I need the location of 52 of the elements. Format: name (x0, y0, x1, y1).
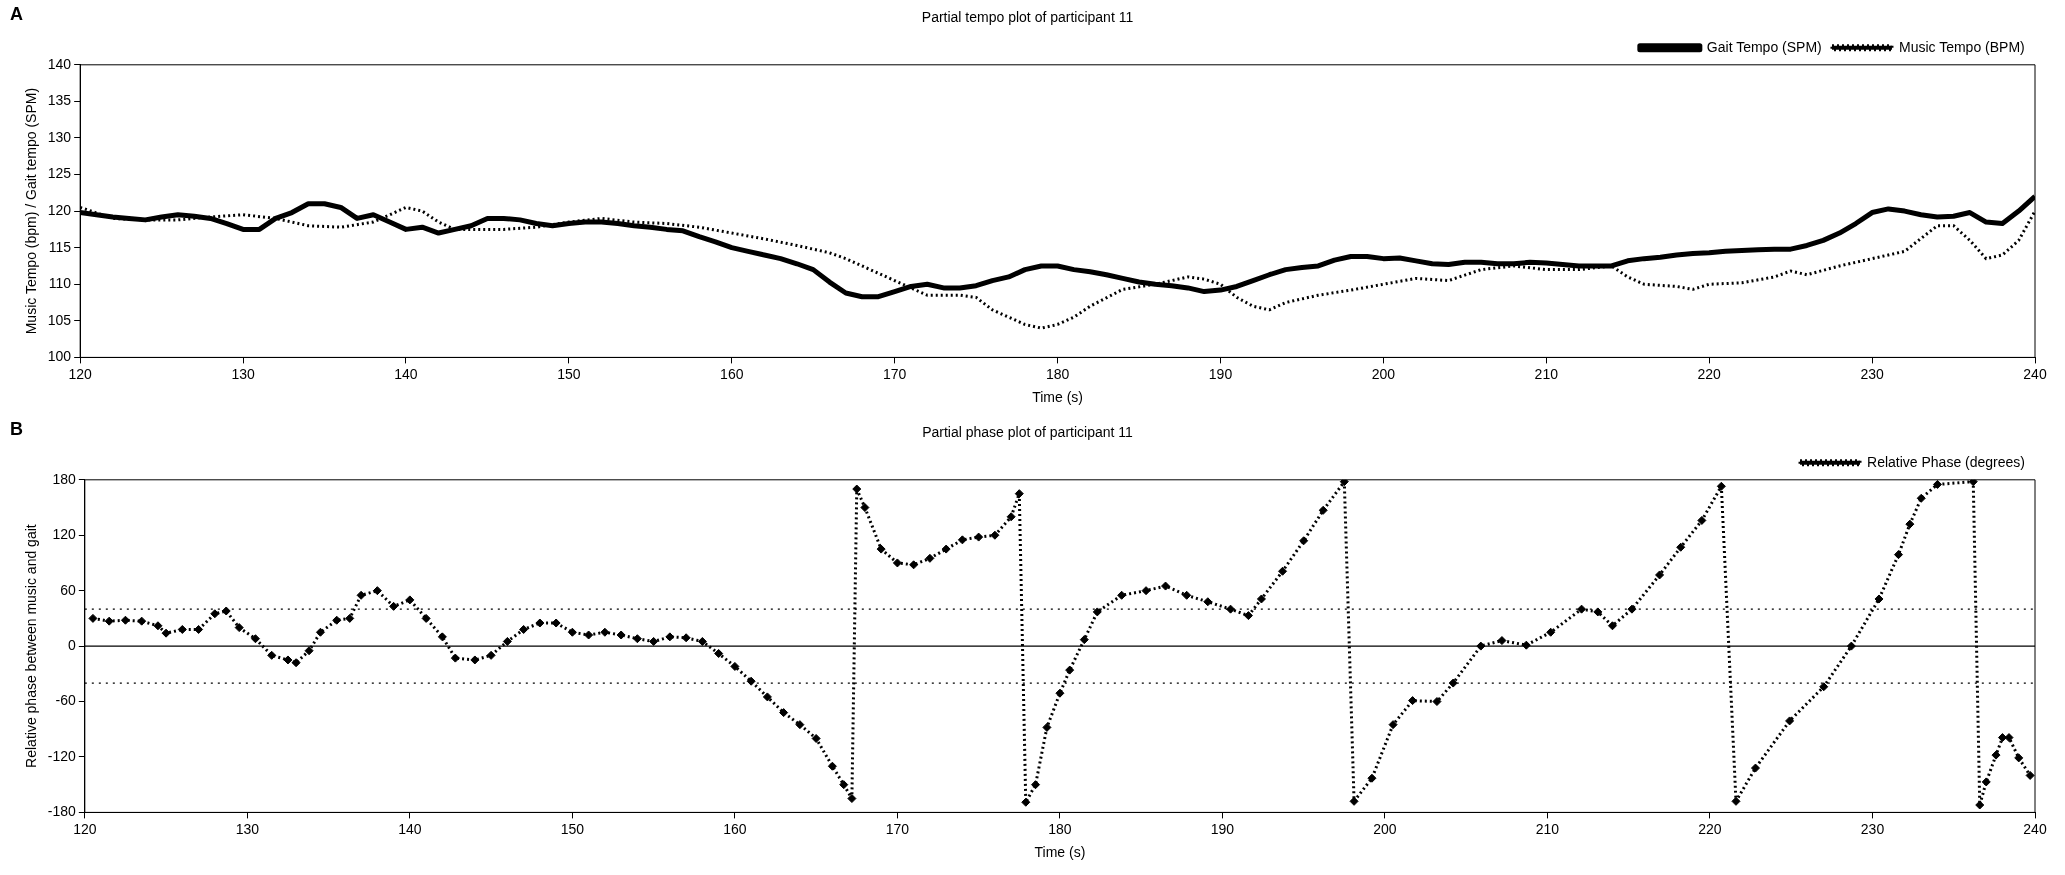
y-tick-label: -60 (55, 692, 77, 709)
y-tick-label: 0 (68, 636, 77, 653)
y-tick-label: -180 (47, 803, 77, 820)
y-tick-label: 125 (47, 165, 72, 182)
legend-label: Relative Phase (degrees) (1867, 453, 2026, 470)
x-tick-label: 200 (1371, 365, 1396, 382)
text: B (10, 418, 23, 439)
y-tick-label: 120 (52, 526, 77, 543)
y-tick-label: 105 (47, 311, 72, 328)
legend-label: Gait Tempo (SPM) (1706, 38, 1822, 55)
x-tick-label: 230 (1860, 365, 1884, 382)
x-tick-label: 240 (2023, 820, 2047, 837)
y-tick-label: -120 (47, 747, 77, 764)
y-tick-label: 140 (47, 55, 72, 72)
x-tick-label: 230 (1860, 820, 1885, 837)
chart-title: Partial tempo plot of participant 11 (921, 9, 1134, 26)
x-tick-label: 190 (1210, 820, 1235, 837)
x-tick-label: 210 (1535, 820, 1560, 837)
x-tick-label: 130 (231, 365, 255, 382)
y-tick-label: 115 (48, 238, 72, 255)
x-tick-label: 170 (885, 820, 910, 837)
x-tick-label: 210 (1534, 365, 1559, 382)
y-axis-title: Music Tempo (bpm) / Gait tempo (SPM) (23, 87, 40, 335)
y-tick-label: 180 (52, 470, 77, 487)
y-tick-label: 135 (47, 92, 72, 109)
x-tick-label: 150 (557, 365, 581, 382)
x-tick-label: 150 (560, 820, 585, 837)
y-tick-label: 100 (47, 348, 72, 365)
x-tick-label: 130 (235, 820, 260, 837)
y-tick-label: 60 (60, 581, 77, 598)
text: A (10, 3, 23, 24)
y-tick-label: 130 (47, 128, 72, 145)
x-tick-label: 220 (1697, 365, 1722, 382)
x-tick-label: 160 (720, 365, 744, 382)
x-axis-title: Time (s) (1032, 389, 1083, 406)
y-tick-label: 120 (47, 201, 72, 218)
x-tick-label: 180 (1045, 365, 1070, 382)
x-tick-label: 140 (394, 365, 418, 382)
x-tick-label: 180 (1048, 820, 1072, 837)
x-tick-label: 200 (1373, 820, 1397, 837)
x-axis-title: Time (s) (1034, 844, 1086, 861)
y-tick-label: 110 (48, 275, 72, 292)
legend-label: Music Tempo (BPM) (1898, 38, 2025, 55)
x-tick-label: 220 (1698, 820, 1722, 837)
x-tick-label: 240 (2023, 365, 2047, 382)
x-tick-label: 120 (73, 820, 97, 837)
x-tick-label: 140 (398, 820, 422, 837)
x-tick-label: 190 (1208, 365, 1233, 382)
x-tick-label: 170 (883, 365, 907, 382)
x-tick-label: 160 (723, 820, 747, 837)
y-axis-title: Relative phase between music and gait (23, 524, 40, 768)
chart-title: Partial phase plot of participant 11 (922, 424, 1134, 441)
